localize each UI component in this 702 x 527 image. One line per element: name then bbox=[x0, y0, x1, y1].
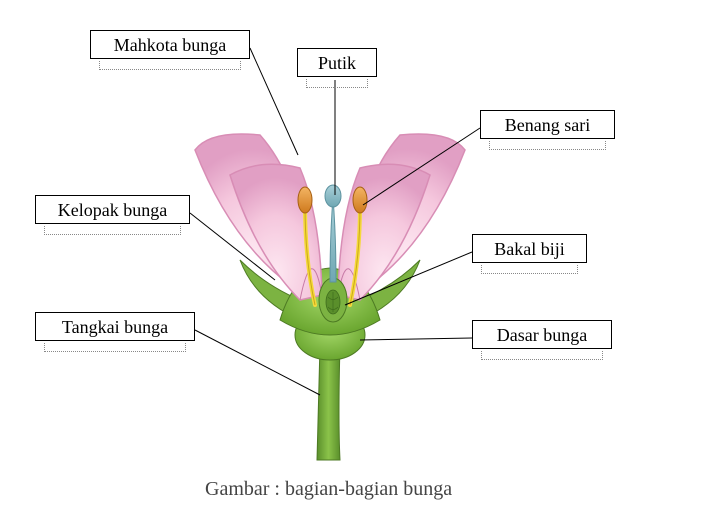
caption-text: Gambar : bagian-bagian bunga bbox=[205, 478, 452, 500]
label-text: Putik bbox=[318, 53, 356, 73]
anther-left bbox=[298, 187, 312, 213]
stigma bbox=[325, 185, 341, 207]
label-text: Bakal biji bbox=[494, 239, 565, 259]
label-text: Kelopak bunga bbox=[58, 200, 167, 220]
label-text: Benang sari bbox=[505, 115, 590, 135]
diagram-canvas: Mahkota bunga Putik Benang sari Kelopak … bbox=[0, 0, 702, 527]
label-benang-sari: Benang sari bbox=[480, 110, 615, 139]
pistil-style bbox=[330, 198, 336, 282]
label-bakal-biji: Bakal biji bbox=[472, 234, 587, 263]
stem bbox=[317, 345, 340, 460]
label-text: Dasar bunga bbox=[497, 325, 587, 345]
label-text: Mahkota bunga bbox=[114, 35, 226, 55]
anther-right bbox=[353, 187, 367, 213]
caption: Gambar : bagian-bagian bunga bbox=[205, 478, 452, 501]
label-putik: Putik bbox=[297, 48, 377, 77]
label-dasar: Dasar bunga bbox=[472, 320, 612, 349]
label-tangkai: Tangkai bunga bbox=[35, 312, 195, 341]
label-mahkota: Mahkota bunga bbox=[90, 30, 250, 59]
label-kelopak: Kelopak bunga bbox=[35, 195, 190, 224]
label-text: Tangkai bunga bbox=[62, 317, 168, 337]
